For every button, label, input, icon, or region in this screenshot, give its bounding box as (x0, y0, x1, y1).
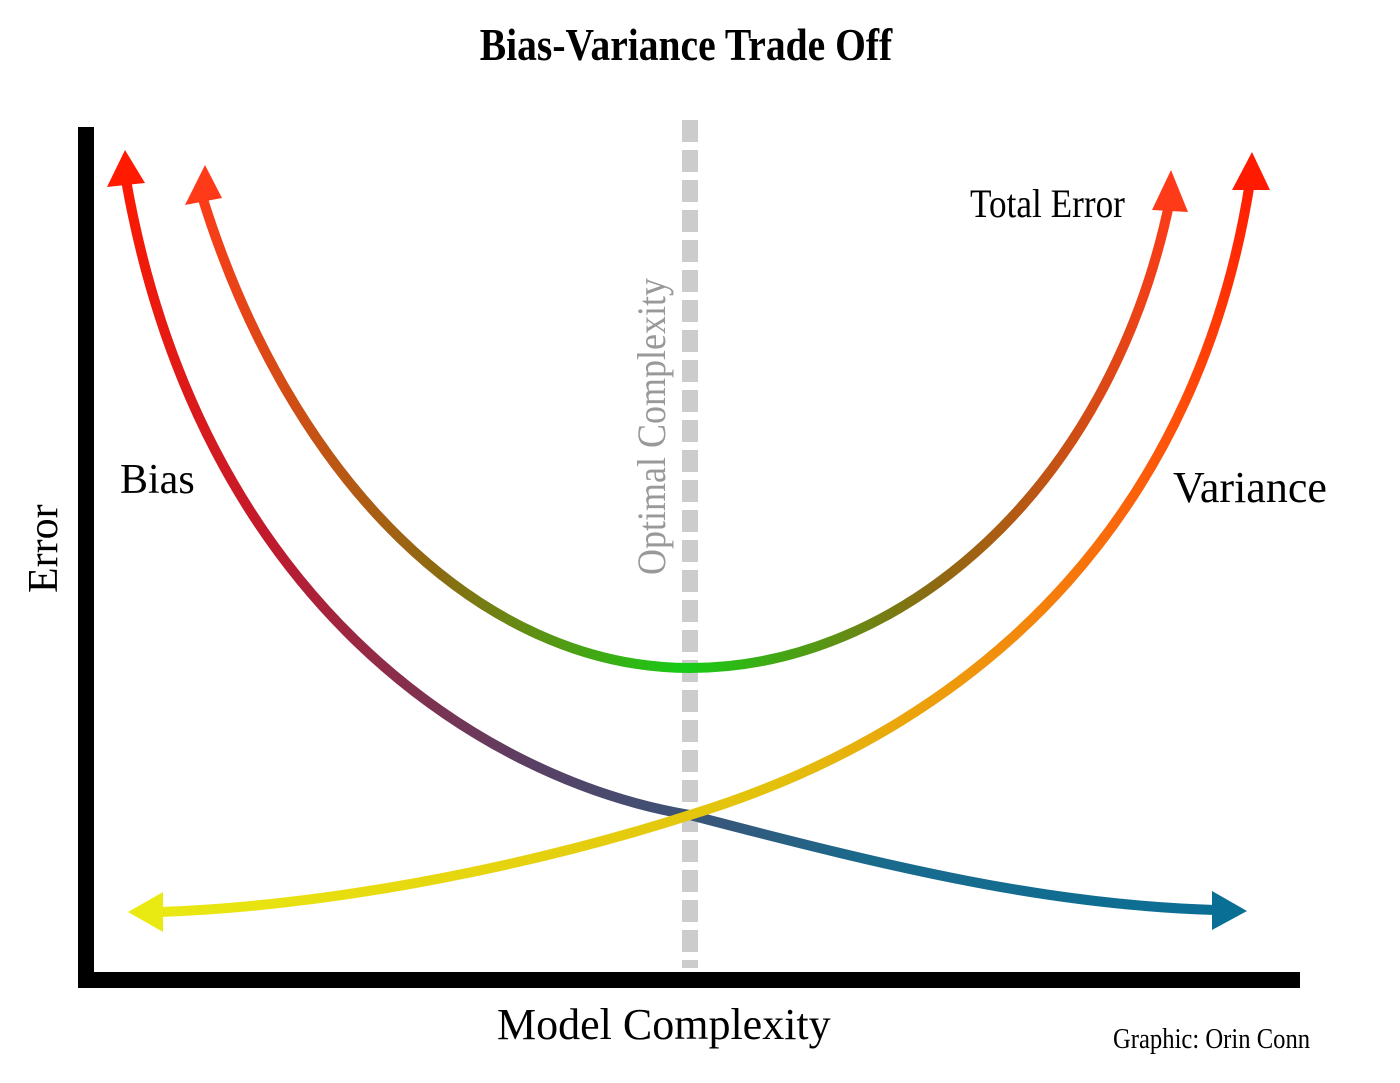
x-axis-label: Model Complexity (497, 1000, 831, 1049)
variance-arrowhead-left (128, 892, 163, 932)
total-error-arrowhead-left (185, 165, 222, 205)
variance-arrowhead-top (1232, 152, 1270, 190)
optimal-complexity-label: Optimal Complexity (629, 278, 674, 575)
total-error-arrowhead-right (1152, 170, 1188, 212)
variance-label: Variance (1173, 463, 1327, 512)
variance-curve (155, 177, 1255, 917)
bias-label: Bias (120, 457, 195, 503)
bias-arrowhead-top (107, 150, 145, 187)
bias-curve (121, 175, 1220, 915)
y-axis-label: Error (21, 504, 67, 593)
total-error-curve (197, 191, 1175, 674)
bias-arrowhead-right (1212, 891, 1247, 930)
chart-title: Bias-Variance Trade Off (479, 19, 893, 70)
total-error-label: Total Error (970, 181, 1125, 226)
graphic-credit: Graphic: Orin Conn (1113, 1024, 1311, 1055)
